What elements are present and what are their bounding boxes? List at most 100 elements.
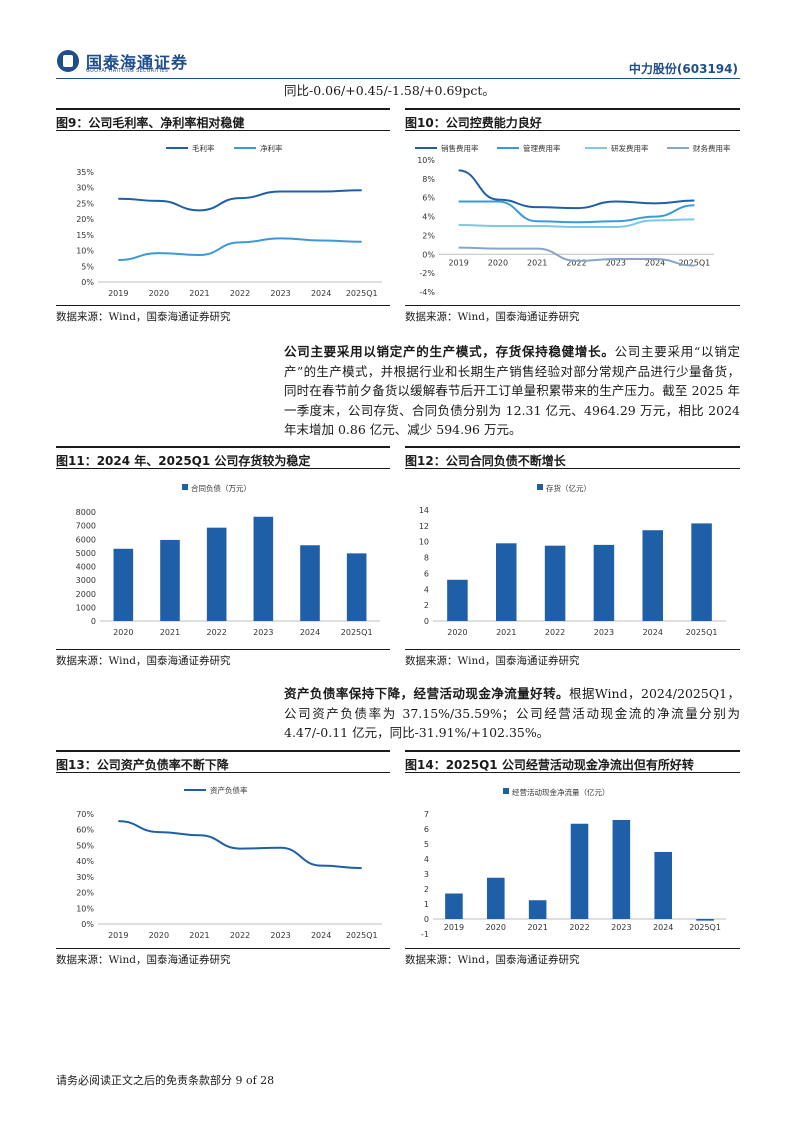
y-tick-label: 5 (424, 840, 429, 849)
y-tick-label: 10% (76, 247, 94, 256)
x-tick-label: 2020 (149, 931, 169, 940)
fig11-title: 图11：2024 年、2025Q1 公司存货较为稳定 (56, 454, 311, 468)
y-tick-label: 40% (76, 857, 94, 866)
paragraph-cashflow: 资产负债率保持下降，经营活动现金净流量好转。根据Wind，2024/2025Q1… (284, 684, 740, 743)
fig13-rule-bottom (56, 772, 390, 773)
x-tick-label: 2019 (444, 923, 464, 932)
y-tick-label: 0 (424, 915, 429, 924)
fig13-rule (56, 750, 390, 752)
fig13-source: 数据来源：Wind，国泰海通证券研究 (56, 954, 231, 966)
x-tick-label: 2022 (545, 628, 565, 637)
fig9-source-rule (56, 305, 390, 306)
legend-swatch (503, 788, 509, 794)
logo-text: 国泰海通证券 (86, 53, 189, 72)
x-tick-label: 2023 (606, 258, 626, 267)
fig12-title: 图12：公司合同负债不断增长 (405, 454, 566, 468)
y-tick-label: 6% (422, 194, 435, 203)
y-tick-label: 10% (417, 156, 435, 165)
y-tick-label: 6 (424, 569, 429, 578)
x-tick-label: 2022 (206, 628, 226, 637)
bar (642, 530, 664, 621)
y-tick-label: 30% (76, 873, 94, 882)
fig13-title: 图13：公司资产负债率不断下降 (56, 758, 229, 772)
bar (113, 548, 134, 621)
y-tick-label: 7000 (76, 522, 96, 531)
x-tick-label: 2022 (230, 289, 250, 298)
series-line (458, 246, 695, 267)
y-tick-label: 3 (424, 870, 429, 879)
y-tick-label: 15% (76, 231, 94, 240)
y-tick-label: 12 (419, 522, 429, 531)
y-tick-label: 4% (422, 213, 435, 222)
fig14-source-rule (405, 948, 740, 949)
legend-label: 财务费用率 (693, 143, 731, 153)
bar (691, 523, 712, 621)
fig10-rule-bottom (405, 130, 740, 131)
y-tick-label: 10 (419, 538, 429, 547)
bar (696, 919, 714, 921)
y-tick-label: 2000 (76, 590, 96, 599)
y-tick-label: -2% (419, 269, 435, 278)
y-tick-label: -4% (419, 288, 435, 297)
x-tick-label: 2020 (113, 628, 133, 637)
y-tick-label: 5000 (76, 549, 96, 558)
fig10-rule (405, 108, 740, 110)
x-tick-label: 2025Q1 (346, 931, 378, 940)
bar (570, 823, 589, 919)
paragraph-inventory-body: 公司主要采用“以销定产”的生产模式，并根据行业和长期生产销售经验对部分常规产品进… (284, 344, 740, 437)
paragraph-cashflow-lead: 资产负债率保持下降，经营活动现金净流量好转。 (284, 686, 569, 701)
fig10-title: 图10：公司控费能力良好 (405, 116, 542, 130)
legend-label: 合同负债（万元） (191, 483, 251, 493)
bar (447, 579, 468, 621)
fig11-rule (56, 446, 390, 448)
paragraph-inventory: 公司主要采用以销定产的生产模式，存货保持稳健增长。公司主要采用“以销定产”的生产… (284, 342, 740, 440)
legend-label: 毛利率 (192, 143, 215, 153)
fig14-title: 图14：2025Q1 公司经营活动现金净流出但有所好转 (405, 758, 694, 772)
y-tick-label: 10% (76, 904, 94, 913)
x-tick-label: 2021 (527, 258, 547, 267)
x-tick-label: 2019 (448, 258, 468, 267)
top-line: 同比-0.06/+0.45/-1.58/+0.69pct。 (284, 83, 495, 98)
x-tick-label: 2025Q1 (346, 289, 378, 298)
y-tick-label: 6000 (76, 535, 96, 544)
fig14-rule-bottom (405, 772, 740, 773)
legend-swatch (537, 484, 543, 490)
y-tick-label: 0 (91, 617, 96, 626)
fig11-source: 数据来源：Wind，国泰海通证券研究 (56, 655, 231, 667)
x-tick-label: 2025Q1 (686, 628, 718, 637)
y-tick-label: 2% (422, 231, 435, 240)
y-tick-label: 0% (422, 250, 435, 259)
bar (528, 900, 547, 919)
bar (300, 545, 320, 621)
y-tick-label: 8 (424, 554, 429, 563)
y-tick-label: 4000 (76, 563, 96, 572)
y-tick-label: 4 (424, 585, 429, 594)
y-tick-label: 0% (81, 920, 94, 929)
x-tick-label: 2023 (270, 931, 290, 940)
y-tick-label: 70% (76, 810, 94, 819)
y-tick-label: 0 (424, 617, 429, 626)
x-tick-label: 2024 (311, 289, 331, 298)
y-tick-label: 4 (424, 855, 429, 864)
x-tick-label: 2020 (447, 628, 467, 637)
y-tick-label: 20% (76, 215, 94, 224)
x-tick-label: 2024 (645, 258, 665, 267)
series-line (118, 820, 362, 870)
y-tick-label: 2 (424, 601, 429, 610)
paragraph-inventory-lead: 公司主要采用以销定产的生产模式，存货保持稳健增长。 (284, 344, 615, 359)
fig9-title: 图9：公司毛利率、净利率相对稳健 (56, 116, 245, 130)
y-tick-label: 50% (76, 841, 94, 850)
x-tick-label: 2024 (300, 628, 320, 637)
bar (160, 539, 180, 621)
legend-label: 经营活动现金净流量（亿元） (512, 787, 610, 797)
fig11-source-rule (56, 649, 390, 650)
footer-disclaimer: 请务必阅读正文之后的免责条款部分 9 of 28 (56, 1074, 275, 1087)
fig11-chart: 合同负债（万元） 0 1000 2000 3000 4000 5000 6000 7000 800… (76, 483, 380, 637)
bar (445, 893, 463, 919)
fig12-rule-bottom (405, 468, 740, 469)
x-tick-label: 2022 (569, 923, 589, 932)
bar (486, 877, 505, 919)
bar (253, 516, 274, 621)
company-logo-icon (57, 50, 79, 72)
x-tick-label: 2024 (653, 923, 673, 932)
